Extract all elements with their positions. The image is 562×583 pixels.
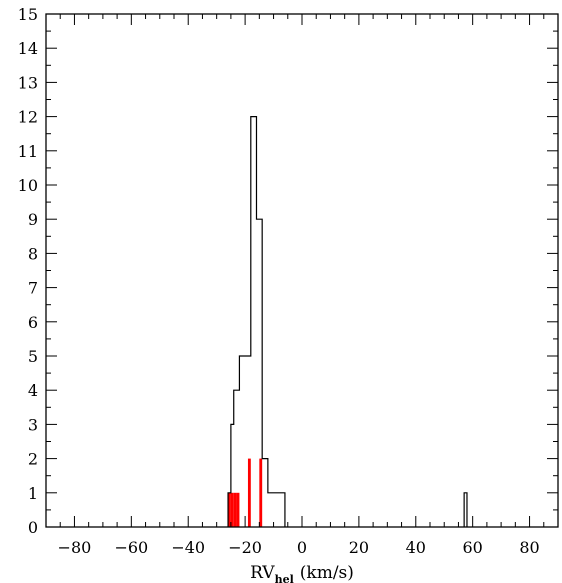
x-tick-label: 60 xyxy=(462,538,482,557)
x-axis-title: RVhel (km/s) xyxy=(250,563,354,583)
plot-frame xyxy=(45,13,559,528)
y-tick-label: 6 xyxy=(28,313,38,332)
filled-bar xyxy=(259,458,263,527)
y-axis-ticks xyxy=(46,13,558,528)
x-tick-label: 20 xyxy=(349,538,369,557)
y-tick-label: 15 xyxy=(18,5,38,24)
x-tick-label: −60 xyxy=(114,538,148,557)
x-tick-label: −80 xyxy=(58,538,92,557)
x-axis-tick-labels: −80 −60 −40 −20 0 20 40 60 80 xyxy=(58,538,540,557)
y-tick-label: 2 xyxy=(28,450,38,469)
y-tick-label: 13 xyxy=(18,73,38,92)
y-tick-label: 1 xyxy=(28,484,38,503)
y-tick-label: 10 xyxy=(18,176,38,195)
x-tick-label: 80 xyxy=(519,538,539,557)
y-tick-label: 4 xyxy=(28,381,38,400)
y-tick-label: 3 xyxy=(28,415,38,434)
filled-bar xyxy=(228,492,231,527)
histogram-step-line xyxy=(463,492,468,527)
x-tick-label: 40 xyxy=(406,538,426,557)
y-tick-label: 14 xyxy=(18,39,38,58)
y-tick-label: 11 xyxy=(18,142,38,161)
y-tick-label: 7 xyxy=(28,279,38,298)
x-axis-title-subscript: hel xyxy=(275,573,294,583)
y-tick-label: 9 xyxy=(28,210,38,229)
y-tick-label: 8 xyxy=(28,244,38,263)
x-tick-label: 0 xyxy=(297,538,307,557)
x-axis-title-main: RV xyxy=(250,563,275,583)
y-tick-label: 12 xyxy=(18,108,38,127)
histogram-step-line xyxy=(227,116,286,527)
y-tick-label: 5 xyxy=(28,347,38,366)
filled-bar xyxy=(233,492,237,527)
x-tick-label: −40 xyxy=(171,538,205,557)
outline-histogram-layer xyxy=(227,116,468,527)
x-tick-label: −20 xyxy=(228,538,262,557)
filled-bar xyxy=(230,492,234,527)
y-tick-label: 0 xyxy=(28,518,38,537)
x-axis-ticks xyxy=(45,14,559,527)
filled-histogram-layer xyxy=(228,458,263,527)
filled-bar xyxy=(247,458,251,527)
filled-bar xyxy=(236,492,240,527)
x-axis-title-unit: (km/s) xyxy=(300,563,354,583)
